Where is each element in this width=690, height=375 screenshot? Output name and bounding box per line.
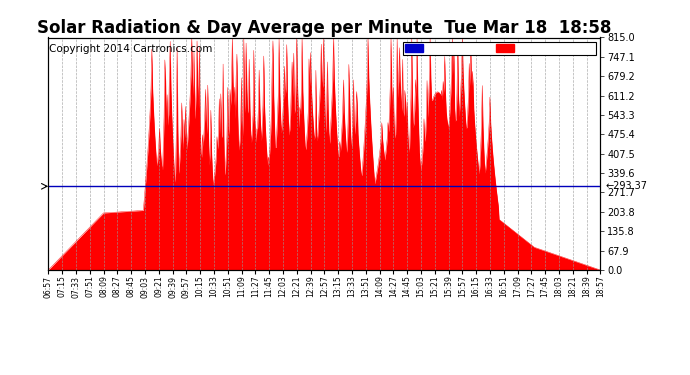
Legend: Median (w/m2), Radiation (w/m2): Median (w/m2), Radiation (w/m2) [403,42,595,55]
Title: Solar Radiation & Day Average per Minute  Tue Mar 18  18:58: Solar Radiation & Day Average per Minute… [37,20,611,38]
Text: ←293.37: ←293.37 [606,181,648,191]
Text: Copyright 2014 Cartronics.com: Copyright 2014 Cartronics.com [50,45,213,54]
